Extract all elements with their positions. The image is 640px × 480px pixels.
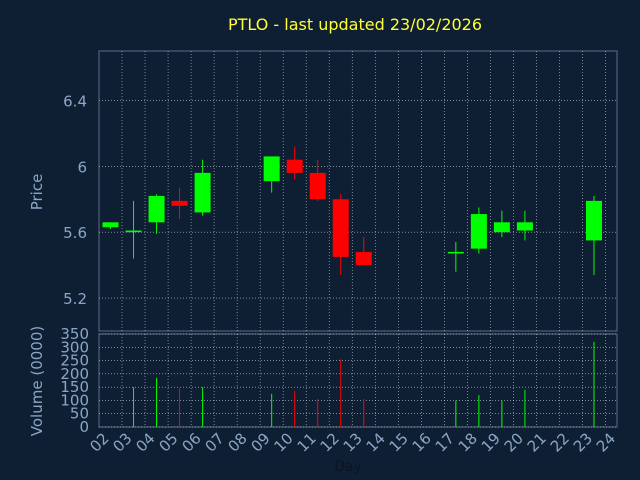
candle-body [470,214,487,249]
candle-18 [470,207,487,254]
chart-title: PTLO - last updated 23/02/2026 [228,15,482,34]
candle-20 [516,210,533,241]
candle-17 [447,242,464,272]
volume-y-axis-label: Volume (0000) [28,326,46,436]
volume-y-tick-label: 0 [79,418,89,436]
candles [102,146,602,275]
price-y-tick-label: 6.4 [63,92,87,110]
price-grid [99,51,617,331]
candle-body [263,156,280,182]
candle-23 [585,195,602,275]
volume-y-tick-label: 200 [60,365,89,383]
candle-body [332,199,349,257]
volume-y-tick-label: 300 [60,338,89,356]
volume-y-tick-label: 350 [60,325,89,343]
candle-05 [171,187,188,219]
volume-y-tick-label: 100 [60,391,89,409]
candle-body [125,230,142,233]
price-panel: 5.2 5.6 6 6.4 Price [28,50,618,332]
candle-body [171,200,188,206]
candle-06 [194,159,211,216]
price-plot-frame [98,50,618,332]
candle-body [516,222,533,231]
candle-09 [263,156,280,193]
candle-body [355,251,372,266]
candle-body [493,222,510,233]
x-axis-label: Day [334,459,362,475]
candle-body [286,159,303,173]
price-y-tick-label: 6 [77,158,87,176]
volume-bars [133,341,595,427]
candle-body [148,195,165,223]
price-y-tick-label: 5.6 [63,224,87,242]
volume-grid [99,333,617,428]
candle-13 [355,237,372,266]
candle-03 [125,200,142,259]
candle-19 [493,210,510,238]
candle-02 [102,222,119,229]
candle-11 [309,159,326,201]
candle-body [309,172,326,200]
price-y-tick-label: 5.2 [63,290,87,308]
price-y-tick-labels: 5.2 5.6 6 6.4 [63,92,87,308]
candle-body [194,172,211,213]
candle-body [102,222,119,228]
candle-body [447,251,464,254]
candle-12 [332,194,349,275]
candle-body [585,200,602,241]
price-y-axis-label: Price [28,174,46,211]
volume-y-tick-label: 50 [70,405,89,423]
candle-04 [148,194,165,234]
volume-y-tick-label: 150 [60,378,89,396]
volume-y-tick-label: 250 [60,352,89,370]
x-tick-labels: 0203040506070809101112131415161718192021… [86,429,619,455]
candle-10 [286,146,303,180]
